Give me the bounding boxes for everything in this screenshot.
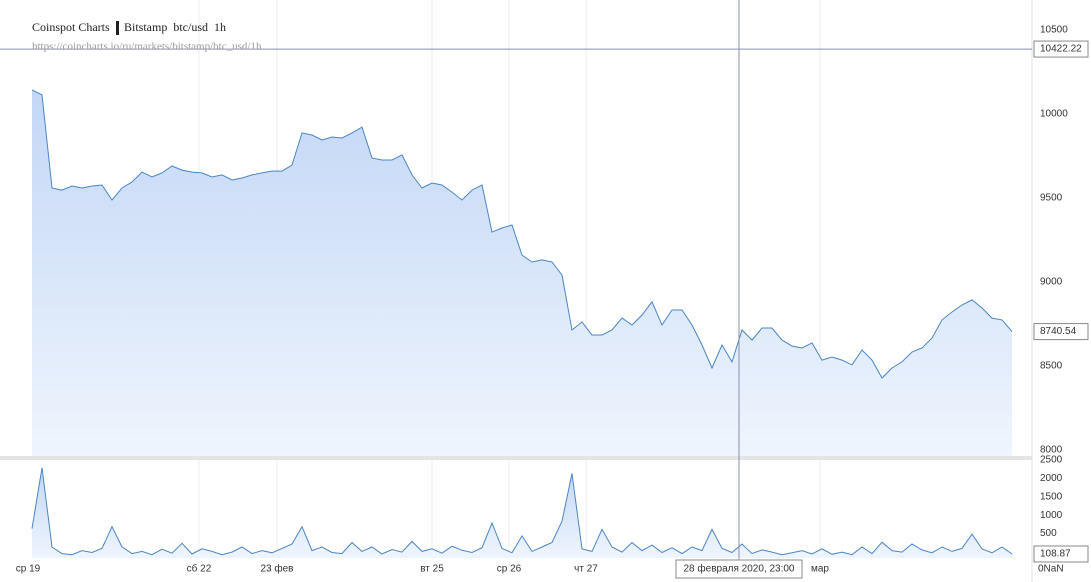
y-tick-label: 10000 [1040, 109, 1068, 120]
source-url: https://coincharts.io/ru/markets/bitstam… [32, 41, 262, 53]
labels: Coinspot Charts Bitstamp btc/usd 1h http… [16, 20, 1089, 579]
x-tick-label: сб 22 [187, 563, 212, 575]
y-tick-label: 8000 [1040, 445, 1063, 456]
y-tick-label: 2500 [1040, 455, 1063, 466]
pane-separator [0, 456, 1032, 460]
y-tick-label: 1500 [1040, 491, 1063, 502]
y-tick-label: 500 [1040, 528, 1057, 539]
x-tick-label: ср 26 [497, 564, 522, 575]
y-tick-label: 10500 [1040, 25, 1068, 36]
series-line [31, 89, 1013, 379]
crosshair-time-box [675, 559, 803, 579]
last-value-box [1033, 323, 1089, 341]
y-tick-label: 8500 [1040, 361, 1063, 372]
series-line [31, 467, 1013, 556]
x-tick-label: мар [811, 564, 829, 575]
area-fill [32, 467, 1012, 558]
crosshair-price-label: 10422.22 [1040, 44, 1082, 55]
chart-title: Coinspot Charts [32, 20, 110, 34]
last-value-box [1033, 545, 1089, 563]
volume-zero-label: 0NaN [1038, 564, 1064, 575]
x-tick-label: чт 27 [574, 564, 598, 575]
y-tick-label: 9500 [1040, 193, 1063, 204]
market-name: Bitstamp btc/usd 1h [124, 20, 226, 34]
last-value-label: 108.87 [1040, 549, 1071, 560]
y-tick-label: 1000 [1040, 510, 1063, 521]
x-tick-label: 23 фев [260, 563, 293, 575]
y-tick-label: 2000 [1040, 473, 1063, 484]
last-value-label: 8740.54 [1040, 326, 1077, 337]
area-fill [32, 89, 1012, 457]
x-tick-label: вт 25 [420, 564, 444, 575]
crosshair-price-box [1033, 40, 1089, 58]
title-separator [116, 21, 119, 35]
y-tick-label: 9000 [1040, 277, 1063, 288]
plot [0, 0, 1032, 560]
x-tick-label: ср 19 [16, 564, 41, 575]
crosshair-time-label: 28 февраля 2020, 23:00 [684, 563, 795, 575]
